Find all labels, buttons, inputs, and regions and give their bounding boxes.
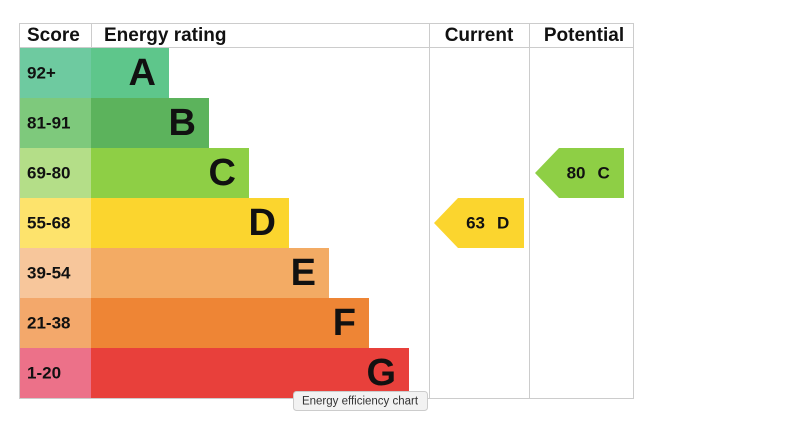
tooltip-box: [293, 391, 428, 411]
header-rating: Energy rating: [104, 25, 226, 46]
score-label: 81-91: [27, 113, 70, 132]
rating-bar: [91, 298, 369, 348]
score-cell: [20, 148, 91, 198]
rating-letter: E: [291, 252, 316, 294]
header-potential: Potential: [544, 25, 624, 46]
rating-letter: A: [129, 52, 156, 94]
potential-arrow: [535, 148, 624, 198]
score-cell: [20, 198, 91, 248]
score-label: 55-68: [27, 213, 70, 232]
rating-bar: [91, 98, 209, 148]
current-arrow: [434, 198, 524, 248]
rating-bar: [91, 348, 409, 398]
score-label: 69-80: [27, 163, 70, 182]
score-label: 1-20: [27, 363, 61, 382]
rating-letter: B: [169, 102, 196, 144]
score-label: 21-38: [27, 313, 70, 332]
score-label: 92+: [27, 63, 56, 82]
tooltip: Energy efficiency chart: [302, 396, 419, 408]
rating-bar: [91, 248, 329, 298]
score-cell: [20, 48, 91, 98]
header-current: Current: [445, 25, 514, 46]
rating-bar: [91, 48, 169, 98]
rating-letter: G: [366, 352, 396, 394]
score-cell: [20, 248, 91, 298]
score-cell: [20, 98, 91, 148]
header-score: Score: [27, 25, 80, 46]
current-value: 63: [466, 213, 485, 232]
rating-letter: F: [333, 302, 356, 344]
rating-bar: [91, 198, 289, 248]
potential-value: 80: [567, 163, 586, 182]
score-label: 39-54: [27, 263, 71, 282]
current-letter: D: [497, 213, 509, 232]
score-cell: [20, 298, 91, 348]
score-cell: [20, 348, 91, 398]
rating-bar: [91, 148, 249, 198]
rating-letter: C: [209, 152, 236, 194]
potential-letter: C: [598, 163, 610, 182]
rating-letter: D: [249, 202, 276, 244]
